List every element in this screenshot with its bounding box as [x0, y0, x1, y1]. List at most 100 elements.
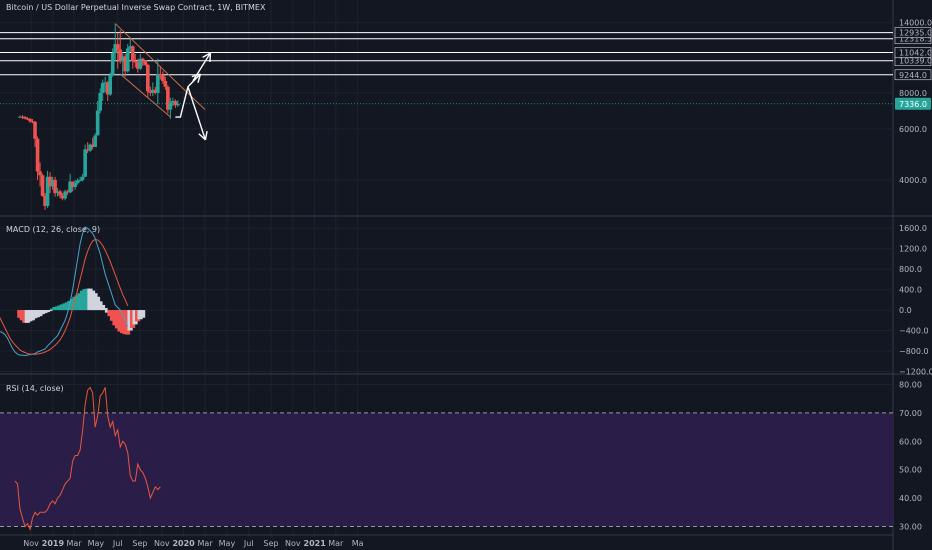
- candle-body[interactable]: [78, 179, 82, 181]
- candle-body[interactable]: [85, 149, 90, 151]
- candle-body[interactable]: [70, 181, 75, 187]
- candle-body[interactable]: [48, 176, 52, 187]
- projection-path: [175, 86, 189, 118]
- candle-body[interactable]: [176, 103, 180, 106]
- candle-body[interactable]: [55, 191, 60, 194]
- candle-body[interactable]: [146, 64, 150, 92]
- candle-body[interactable]: [38, 171, 42, 176]
- x-tick-label: Nov: [23, 539, 39, 548]
- candle-body[interactable]: [65, 191, 70, 193]
- candle-body[interactable]: [105, 82, 110, 95]
- candle-body[interactable]: [23, 117, 27, 119]
- candle-body[interactable]: [156, 73, 160, 93]
- candle-body[interactable]: [148, 91, 153, 93]
- candle-body[interactable]: [125, 48, 130, 72]
- chart-title: Bitcoin / US Dollar Perpetual Inverse Sw…: [6, 3, 266, 12]
- rsi-pane[interactable]: [14, 386, 161, 531]
- candle-body[interactable]: [168, 102, 173, 110]
- macd-tick-label: 0.0: [899, 306, 912, 315]
- candle-body[interactable]: [100, 83, 105, 93]
- candle-body[interactable]: [153, 89, 158, 93]
- channel-lower-trendline: [119, 73, 171, 118]
- candle-body[interactable]: [138, 58, 143, 69]
- candle-body[interactable]: [108, 75, 113, 95]
- candle-body[interactable]: [171, 100, 175, 103]
- candle-body[interactable]: [140, 58, 145, 61]
- candle-body[interactable]: [50, 179, 55, 187]
- candle-body[interactable]: [35, 138, 40, 172]
- candle-body[interactable]: [120, 56, 125, 62]
- candle-body[interactable]: [158, 73, 163, 76]
- rsi-band: [0, 412, 893, 527]
- candle-body[interactable]: [98, 92, 102, 111]
- candle-body[interactable]: [45, 176, 50, 206]
- arrow-up-long: [192, 52, 212, 82]
- candle-body[interactable]: [83, 149, 87, 177]
- candle-body[interactable]: [33, 121, 37, 139]
- candle-body[interactable]: [163, 80, 168, 87]
- macd-histogram-bar[interactable]: [47, 310, 53, 312]
- macd-histogram-bar[interactable]: [102, 308, 108, 311]
- x-tick-label: Nov: [154, 539, 170, 548]
- candle-body[interactable]: [75, 180, 80, 184]
- macd-tick-label: −800.0: [899, 347, 929, 356]
- candle-body[interactable]: [128, 46, 133, 49]
- candle-body[interactable]: [115, 44, 120, 50]
- candle-body[interactable]: [80, 176, 85, 180]
- rsi-tick-label: 50.00: [899, 466, 922, 475]
- candle-body[interactable]: [63, 191, 67, 199]
- candle-body[interactable]: [28, 118, 32, 122]
- candle-body[interactable]: [40, 175, 45, 196]
- rsi-band-fill: [0, 412, 893, 527]
- candle-body[interactable]: [95, 110, 100, 136]
- x-tick-label: Jul: [112, 539, 123, 548]
- candle-body[interactable]: [110, 52, 115, 76]
- macd-tick-label: 1600.0: [899, 224, 927, 233]
- level-tag: [894, 47, 932, 58]
- x-tick-label: Nov: [285, 539, 301, 548]
- price-tick-label: 4000.0: [899, 176, 927, 185]
- candle-body[interactable]: [53, 179, 57, 194]
- candle-body[interactable]: [135, 62, 140, 69]
- arrow-down: [187, 86, 207, 141]
- candle-body[interactable]: [103, 82, 108, 84]
- macd-tick-label: 800.0: [899, 265, 922, 274]
- x-tick-label: 2021: [304, 539, 327, 548]
- x-tick-label: Mar: [328, 539, 344, 548]
- candle-body[interactable]: [20, 116, 25, 118]
- candle-body[interactable]: [113, 44, 118, 53]
- arrow-up-short-head: [197, 73, 202, 83]
- candle-body[interactable]: [93, 135, 97, 147]
- candle-body[interactable]: [25, 118, 30, 120]
- x-tick-label: Sep: [132, 539, 147, 548]
- candle-body[interactable]: [166, 86, 170, 110]
- candle-body[interactable]: [123, 56, 128, 72]
- candle-body[interactable]: [118, 49, 123, 62]
- candle-body[interactable]: [90, 144, 95, 147]
- candle-body[interactable]: [30, 121, 35, 123]
- macd-tick-label: −400.0: [899, 327, 929, 336]
- x-tick-label: 2020: [172, 539, 195, 548]
- macd-pane[interactable]: [0, 226, 146, 357]
- candle-body[interactable]: [173, 100, 178, 106]
- candle-body[interactable]: [58, 191, 62, 196]
- macd-line[interactable]: [0, 226, 129, 357]
- macd-histogram-bar[interactable]: [99, 304, 106, 311]
- candle-body[interactable]: [151, 89, 155, 93]
- rsi-line[interactable]: [14, 386, 161, 531]
- candle-body[interactable]: [43, 195, 47, 206]
- candle-body[interactable]: [60, 195, 65, 199]
- candle-body[interactable]: [161, 75, 165, 81]
- candle-body[interactable]: [88, 144, 92, 151]
- macd-signal-line[interactable]: [0, 238, 129, 355]
- candle-body[interactable]: [68, 181, 72, 193]
- candle-body[interactable]: [18, 116, 22, 118]
- candle-body[interactable]: [130, 46, 135, 62]
- macd-histogram-bar[interactable]: [139, 310, 146, 318]
- x-tick-label: Mar: [67, 539, 83, 548]
- candle-body[interactable]: [73, 183, 77, 187]
- candle-body[interactable]: [133, 61, 138, 63]
- candle-body[interactable]: [143, 60, 148, 65]
- candles[interactable]: [18, 23, 180, 210]
